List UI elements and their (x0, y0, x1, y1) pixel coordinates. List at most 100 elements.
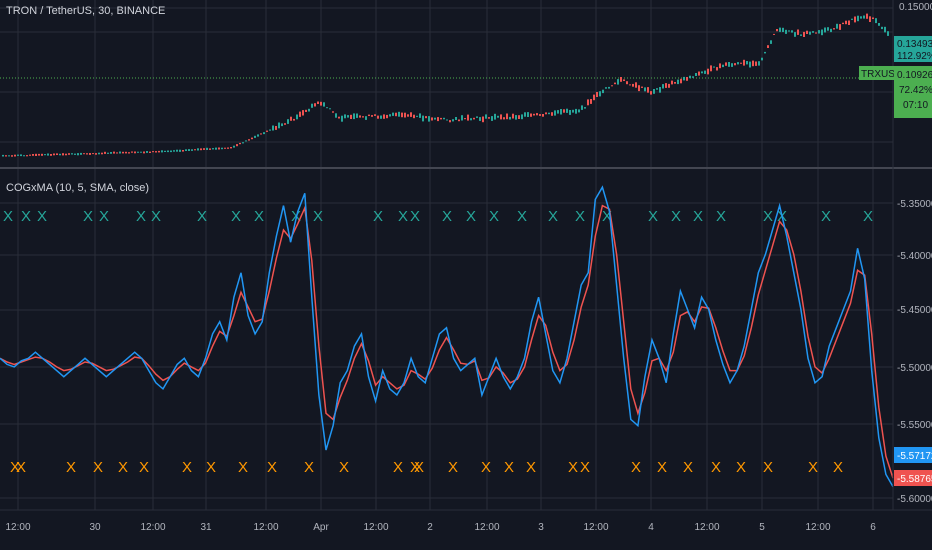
candle (884, 26, 886, 33)
cross-down-marker: X (182, 459, 192, 476)
candle (686, 77, 688, 81)
x-tick-label: 12:00 (363, 522, 388, 533)
candle (599, 91, 601, 97)
candle (422, 115, 424, 122)
candle (812, 31, 814, 33)
candle (455, 117, 457, 120)
x-tick-label: 12:00 (5, 522, 30, 533)
candle (584, 107, 586, 109)
candle (326, 107, 328, 109)
candle (467, 114, 469, 121)
candle (551, 112, 553, 116)
candle (725, 62, 727, 66)
candle (791, 30, 793, 33)
candle (878, 23, 880, 26)
red-value: -5.58765 (897, 474, 932, 485)
chart-grid (0, 0, 893, 510)
candle (587, 99, 589, 106)
time-axis[interactable]: 12:00 30 12:00 31 12:00 Apr 12:00 2 12:00 3 12:00 4… (0, 509, 932, 533)
cross-down-marker: X (580, 459, 590, 476)
cross-down-marker: X (481, 459, 491, 476)
candle (71, 153, 73, 155)
y-tick: -5.40000 (897, 251, 932, 262)
candle (635, 82, 637, 88)
candle (338, 116, 340, 119)
candle (671, 80, 673, 85)
candle (437, 117, 439, 122)
cross-up-marker: X (821, 208, 831, 225)
candle (506, 113, 508, 120)
candle (215, 147, 217, 150)
candle (743, 59, 745, 66)
candle (608, 86, 610, 89)
candle (641, 86, 643, 88)
candle (239, 142, 241, 145)
candle (734, 63, 736, 66)
cross-down-marker: X (93, 459, 103, 476)
cross-down-marker: X (410, 459, 420, 476)
candle (119, 151, 121, 154)
candle (788, 30, 790, 32)
cross-down-marker: X (736, 459, 746, 476)
candle (203, 148, 205, 150)
candle (767, 45, 769, 48)
symbol-title: TRON / TetherUS, 30, BINANCE (6, 5, 165, 17)
candle (863, 15, 865, 19)
price-axis[interactable]: 0.15000 -5.35000 -5.40000 -5.45000 -5.50… (859, 0, 932, 510)
candle (269, 129, 271, 131)
candle (248, 139, 250, 141)
candle (590, 99, 592, 104)
candle (35, 153, 37, 156)
x-tick-label: 12:00 (805, 522, 830, 533)
candle (200, 148, 202, 151)
cross-up-marker: X (21, 208, 31, 225)
candle (185, 149, 187, 151)
candle (104, 151, 106, 154)
candle (509, 116, 511, 120)
candle (623, 79, 625, 81)
candle (92, 153, 94, 155)
candle (833, 28, 835, 30)
candle (89, 153, 91, 155)
candle (854, 16, 856, 23)
candle (836, 23, 838, 29)
candle (710, 65, 712, 72)
cross-up-marker: X (398, 208, 408, 225)
candle (554, 110, 556, 116)
cross-up-marker: X (575, 208, 585, 225)
cross-up-marker: X (863, 208, 873, 225)
candle (2, 154, 4, 157)
candle (299, 111, 301, 117)
candle (557, 110, 559, 114)
candle (677, 79, 679, 85)
candle (728, 62, 730, 67)
symbol-badge-value: 0.10926 (897, 70, 932, 81)
candle (218, 147, 220, 150)
candle (32, 154, 34, 156)
cross-up-marker: X (602, 208, 612, 225)
candle (158, 150, 160, 153)
candle (116, 152, 118, 154)
price-pane[interactable]: TRON / TetherUS, 30, BINANCE (0, 5, 893, 157)
candle (602, 89, 604, 94)
candle (869, 16, 871, 22)
last-price-badge: 0.13493 112.92% (894, 36, 932, 62)
candle (341, 115, 343, 122)
candle (503, 117, 505, 120)
candle (377, 115, 379, 119)
candle (872, 17, 874, 19)
y-tick: -5.35000 (897, 199, 932, 210)
candle (434, 117, 436, 120)
candle (356, 113, 358, 118)
candle (401, 112, 403, 118)
candle (23, 155, 25, 157)
candle (713, 66, 715, 68)
candle (80, 152, 82, 155)
candle (545, 112, 547, 115)
candle (542, 114, 544, 117)
candle (719, 63, 721, 69)
candle (188, 149, 190, 151)
candle (224, 147, 226, 149)
